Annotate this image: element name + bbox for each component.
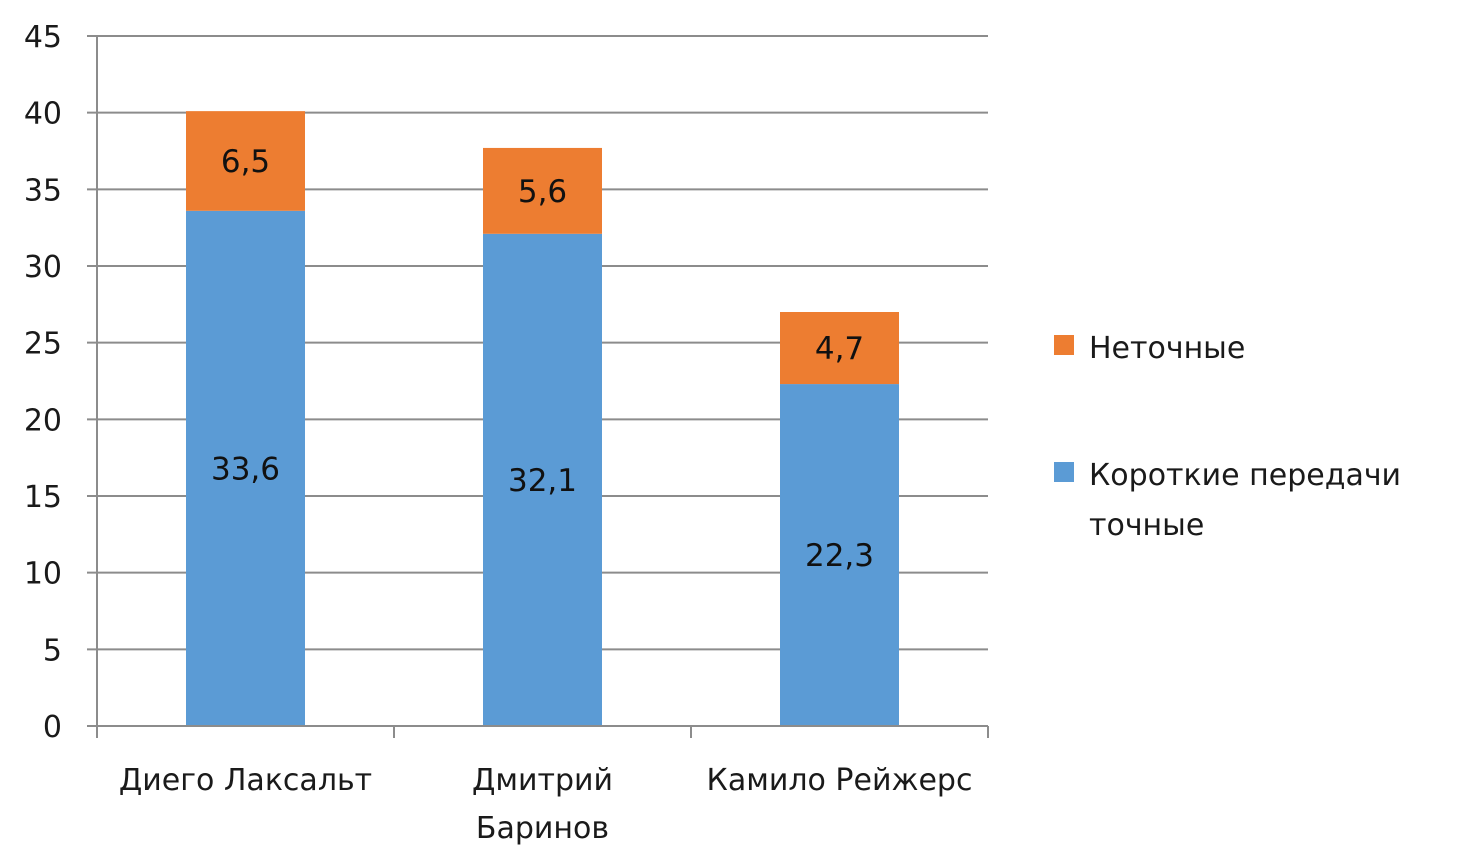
bars xyxy=(186,111,899,727)
y-tick-label: 35 xyxy=(24,173,62,208)
legend-swatch xyxy=(1054,462,1074,482)
legend: Неточные Короткие передачи точные xyxy=(1054,331,1401,543)
x-category-label: Диего Лаксальт xyxy=(119,763,372,798)
bar-segment xyxy=(483,147,602,234)
bar-segment xyxy=(483,233,602,727)
y-tick-label: 15 xyxy=(24,480,62,515)
axes: 0 5 10 15 20 25 30 35 40 45 Диего Лаксальт Дмитрий Б… xyxy=(24,20,989,846)
y-tick-label: 40 xyxy=(24,97,62,132)
data-label: 33,6 xyxy=(211,451,280,487)
y-tick-label: 5 xyxy=(43,633,62,668)
x-category-label: Камило Рейжерс xyxy=(707,763,973,798)
bar-segment xyxy=(780,312,899,385)
y-tick-label: 30 xyxy=(24,250,62,285)
data-labels: 33,6 6,5 32,1 5,6 22,3 4,7 xyxy=(211,144,874,574)
y-tick-label: 0 xyxy=(43,710,62,745)
data-label: 6,5 xyxy=(221,144,270,180)
bar-segment xyxy=(186,111,305,211)
legend-label: Неточные xyxy=(1089,331,1245,366)
legend-label: Короткие передачи xyxy=(1089,458,1401,493)
data-label: 22,3 xyxy=(805,538,874,574)
bar-segment xyxy=(186,210,305,727)
y-tick-label: 20 xyxy=(24,403,62,438)
data-label: 5,6 xyxy=(518,174,567,210)
bar-segment xyxy=(780,384,899,726)
y-tick-label: 45 xyxy=(24,20,62,55)
legend-swatch xyxy=(1054,335,1074,355)
y-tick-label: 10 xyxy=(24,557,62,592)
x-category-label: Баринов xyxy=(476,811,609,846)
x-category-label: Дмитрий xyxy=(472,763,613,798)
data-label: 32,1 xyxy=(508,463,577,499)
legend-label: точные xyxy=(1089,508,1204,543)
y-tick-label: 25 xyxy=(24,327,62,362)
data-label: 4,7 xyxy=(815,331,864,367)
